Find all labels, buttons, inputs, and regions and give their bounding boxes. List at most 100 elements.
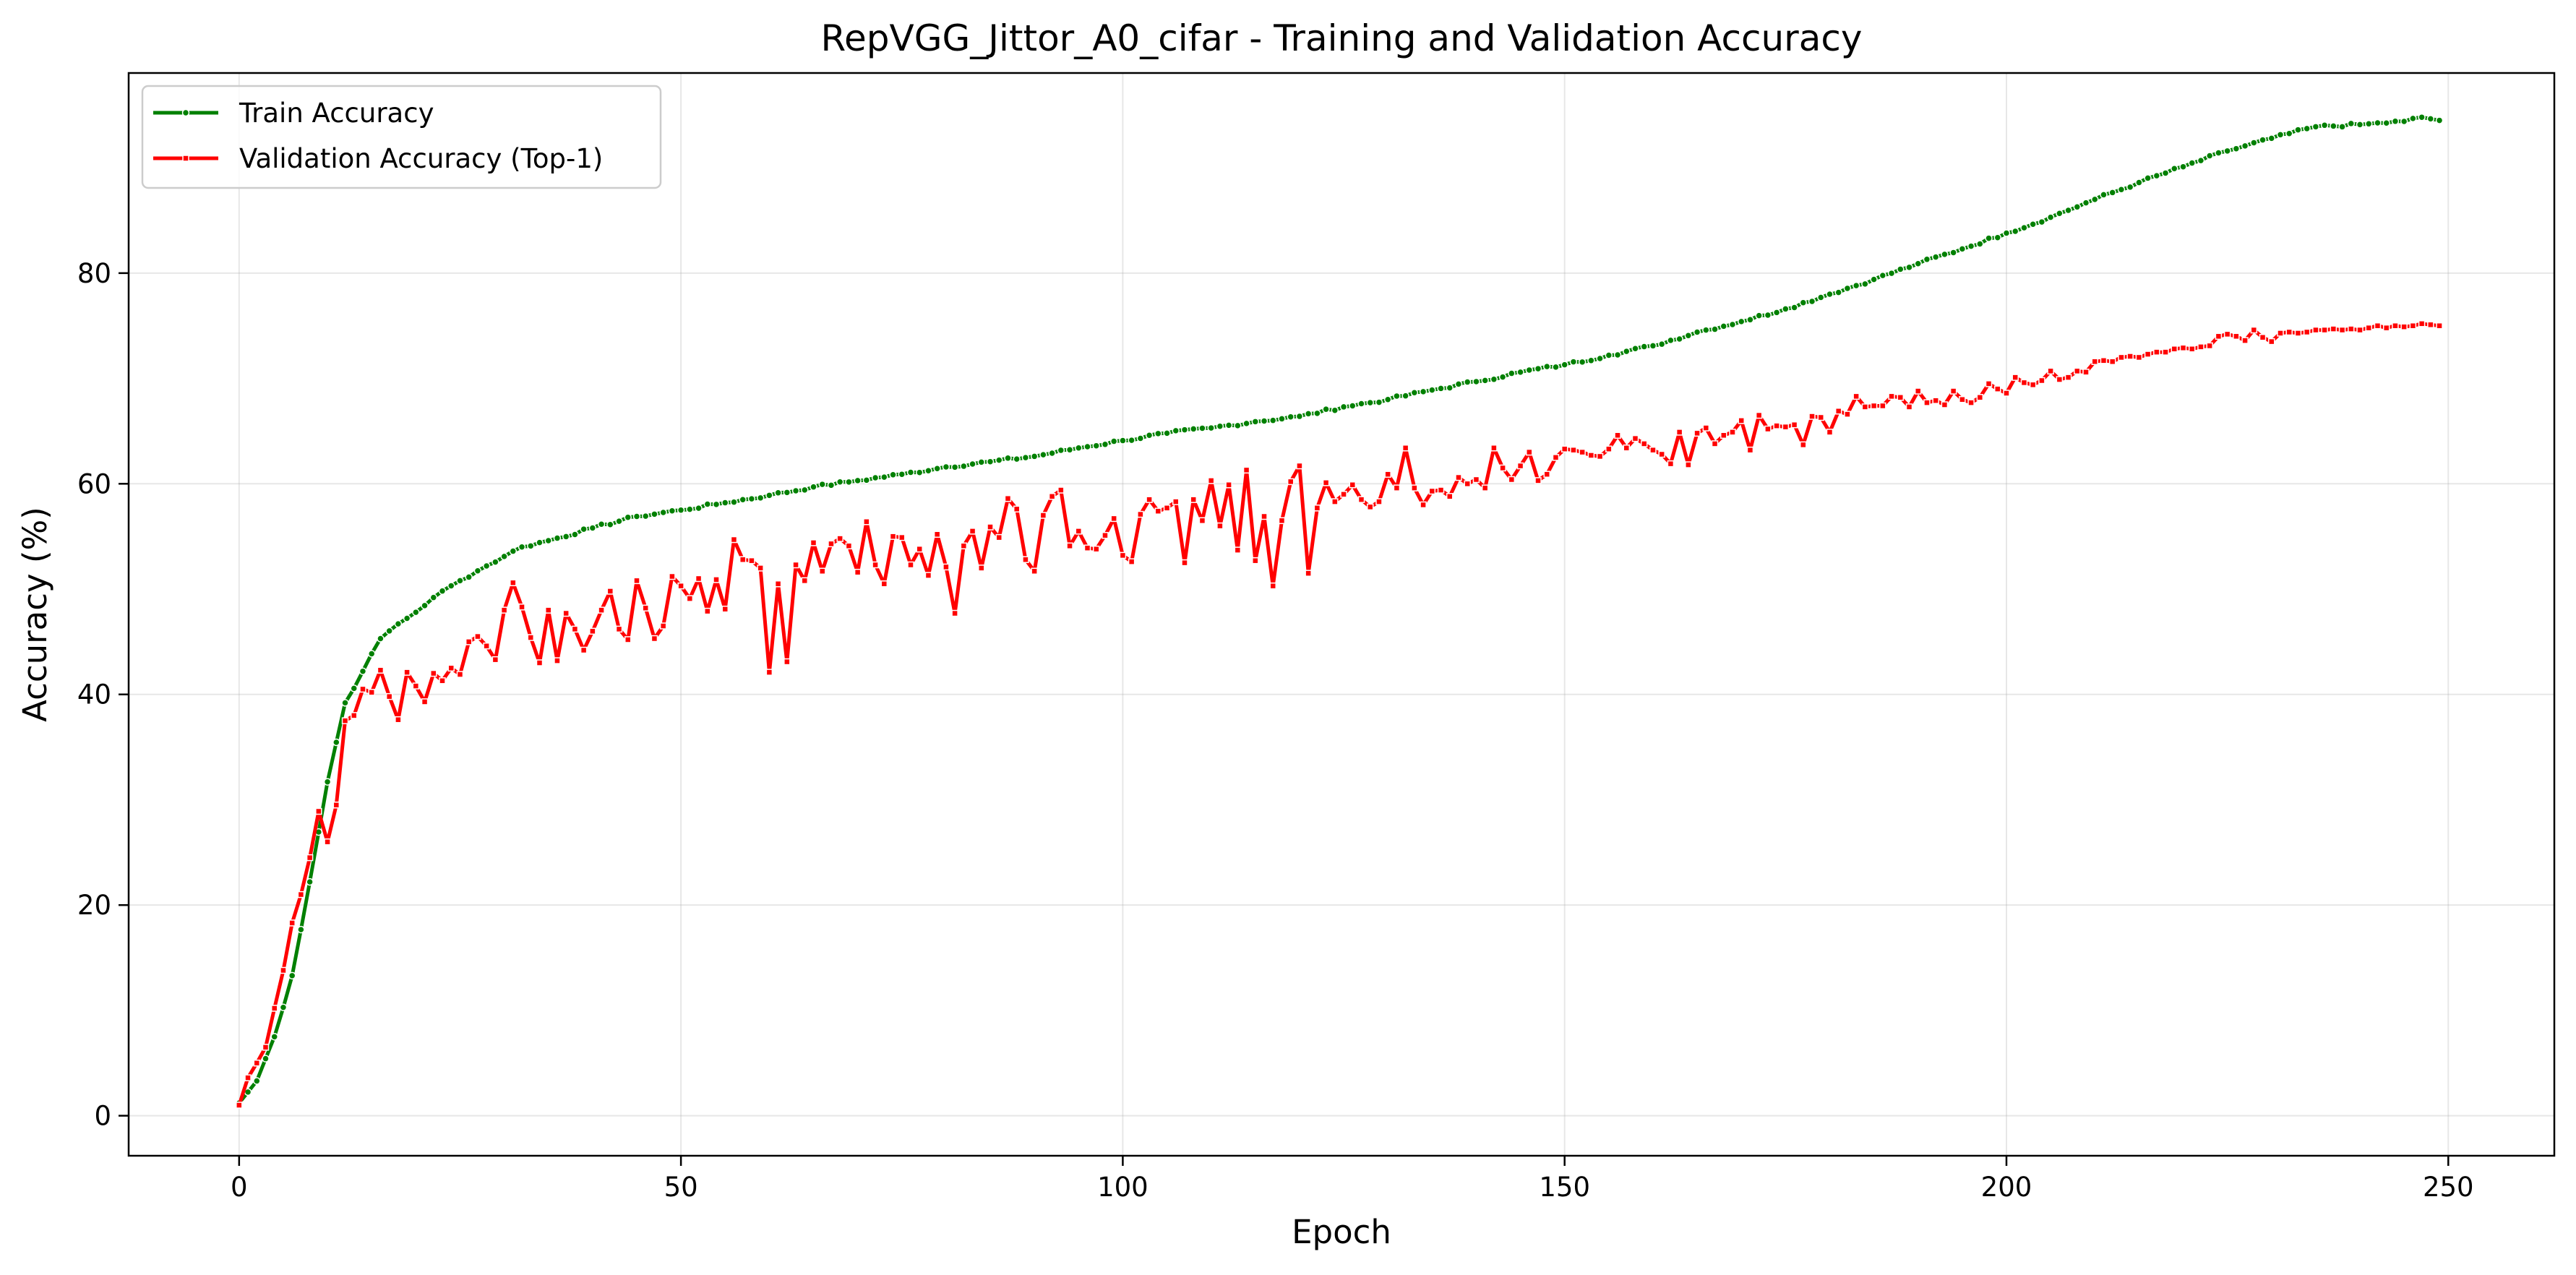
data-point bbox=[544, 536, 552, 545]
legend-marker bbox=[181, 108, 190, 117]
data-point bbox=[1065, 446, 1074, 454]
data-point bbox=[1738, 417, 1745, 424]
data-point bbox=[2347, 119, 2356, 128]
data-point bbox=[651, 635, 658, 643]
data-point bbox=[447, 664, 455, 672]
legend-label: Train Accuracy bbox=[239, 98, 434, 129]
data-point bbox=[2409, 322, 2417, 330]
data-point bbox=[686, 505, 694, 513]
data-point bbox=[1455, 473, 1462, 481]
data-point bbox=[1773, 422, 1780, 429]
data-point bbox=[1623, 445, 1631, 452]
data-point bbox=[1022, 556, 1029, 563]
data-point bbox=[659, 622, 667, 630]
data-point bbox=[2427, 321, 2434, 329]
data-point bbox=[412, 608, 420, 617]
data-point bbox=[341, 699, 349, 707]
data-point bbox=[1454, 380, 1463, 388]
data-point bbox=[1446, 384, 1454, 392]
data-point bbox=[1331, 498, 1339, 505]
data-point bbox=[1057, 486, 1065, 494]
data-point bbox=[995, 533, 1003, 541]
data-point bbox=[1693, 429, 1701, 437]
data-point bbox=[2056, 209, 2064, 218]
data-point bbox=[677, 506, 685, 514]
data-point bbox=[995, 456, 1003, 464]
data-point bbox=[2418, 113, 2426, 121]
data-point bbox=[2250, 139, 2258, 147]
data-point bbox=[509, 547, 518, 555]
data-point bbox=[589, 627, 596, 635]
data-point bbox=[2311, 123, 2320, 131]
data-point bbox=[1852, 392, 1860, 400]
data-point bbox=[756, 494, 765, 502]
data-point bbox=[1764, 425, 1772, 433]
data-point bbox=[1181, 559, 1188, 567]
data-point bbox=[2020, 223, 2028, 232]
data-point bbox=[236, 1102, 243, 1109]
data-point bbox=[765, 491, 773, 499]
data-point bbox=[1534, 477, 1542, 484]
data-point bbox=[306, 854, 314, 862]
data-point bbox=[1322, 405, 1330, 413]
data-point bbox=[1393, 484, 1401, 491]
data-point bbox=[1782, 305, 1790, 313]
data-point bbox=[1349, 402, 1357, 410]
data-point bbox=[1013, 505, 1021, 513]
data-point bbox=[1039, 450, 1047, 459]
data-point bbox=[2356, 326, 2364, 334]
data-point bbox=[1031, 567, 1038, 575]
data-point bbox=[1649, 342, 1657, 350]
data-point bbox=[960, 462, 968, 471]
data-point bbox=[1516, 462, 1524, 470]
data-point bbox=[1826, 290, 1834, 299]
data-point bbox=[633, 577, 640, 585]
data-point bbox=[730, 536, 738, 544]
data-point bbox=[2330, 325, 2337, 332]
data-point bbox=[677, 582, 684, 590]
data-point bbox=[942, 463, 950, 471]
data-point bbox=[270, 1033, 278, 1041]
x-tick-label: 150 bbox=[1539, 1172, 1590, 1203]
data-point bbox=[2126, 353, 2134, 360]
data-point bbox=[2382, 324, 2390, 332]
data-point bbox=[1304, 410, 1313, 418]
data-point bbox=[1941, 250, 1949, 259]
data-point bbox=[1720, 432, 1727, 439]
data-point bbox=[2303, 124, 2311, 133]
data-point bbox=[695, 575, 703, 583]
data-point bbox=[845, 478, 853, 486]
data-point bbox=[1490, 445, 1498, 452]
data-point bbox=[1234, 421, 1242, 430]
data-point bbox=[977, 458, 986, 466]
data-point bbox=[1897, 394, 1905, 401]
data-point bbox=[1278, 517, 1286, 525]
data-point bbox=[1216, 422, 1224, 430]
data-point bbox=[898, 533, 906, 541]
data-point bbox=[262, 1055, 270, 1062]
data-point bbox=[1481, 377, 1489, 385]
data-point bbox=[1543, 362, 1551, 371]
data-point bbox=[2294, 330, 2302, 337]
data-point bbox=[1349, 481, 1357, 489]
data-point bbox=[1711, 325, 1719, 333]
data-point bbox=[2435, 116, 2444, 124]
data-point bbox=[385, 627, 393, 635]
axis-ticks: 0 50 100 150 200 250 0 20 40 60 80 bbox=[77, 258, 2474, 1203]
data-point bbox=[1331, 406, 1339, 414]
x-tick-label: 0 bbox=[231, 1172, 248, 1203]
data-point bbox=[2188, 345, 2196, 353]
data-point bbox=[1923, 399, 1931, 406]
data-point bbox=[288, 971, 296, 980]
data-point bbox=[1631, 344, 1639, 353]
data-point bbox=[1261, 512, 1268, 520]
data-point bbox=[1401, 445, 1409, 452]
chart-title: RepVGG_Jittor_A0_cifar - Training and Va… bbox=[821, 17, 1863, 59]
data-point bbox=[2215, 149, 2223, 157]
data-point bbox=[385, 692, 393, 700]
data-point bbox=[1693, 328, 1701, 336]
data-point bbox=[403, 669, 411, 676]
legend-box bbox=[141, 85, 662, 189]
data-point bbox=[615, 625, 623, 633]
data-point bbox=[2153, 348, 2160, 356]
